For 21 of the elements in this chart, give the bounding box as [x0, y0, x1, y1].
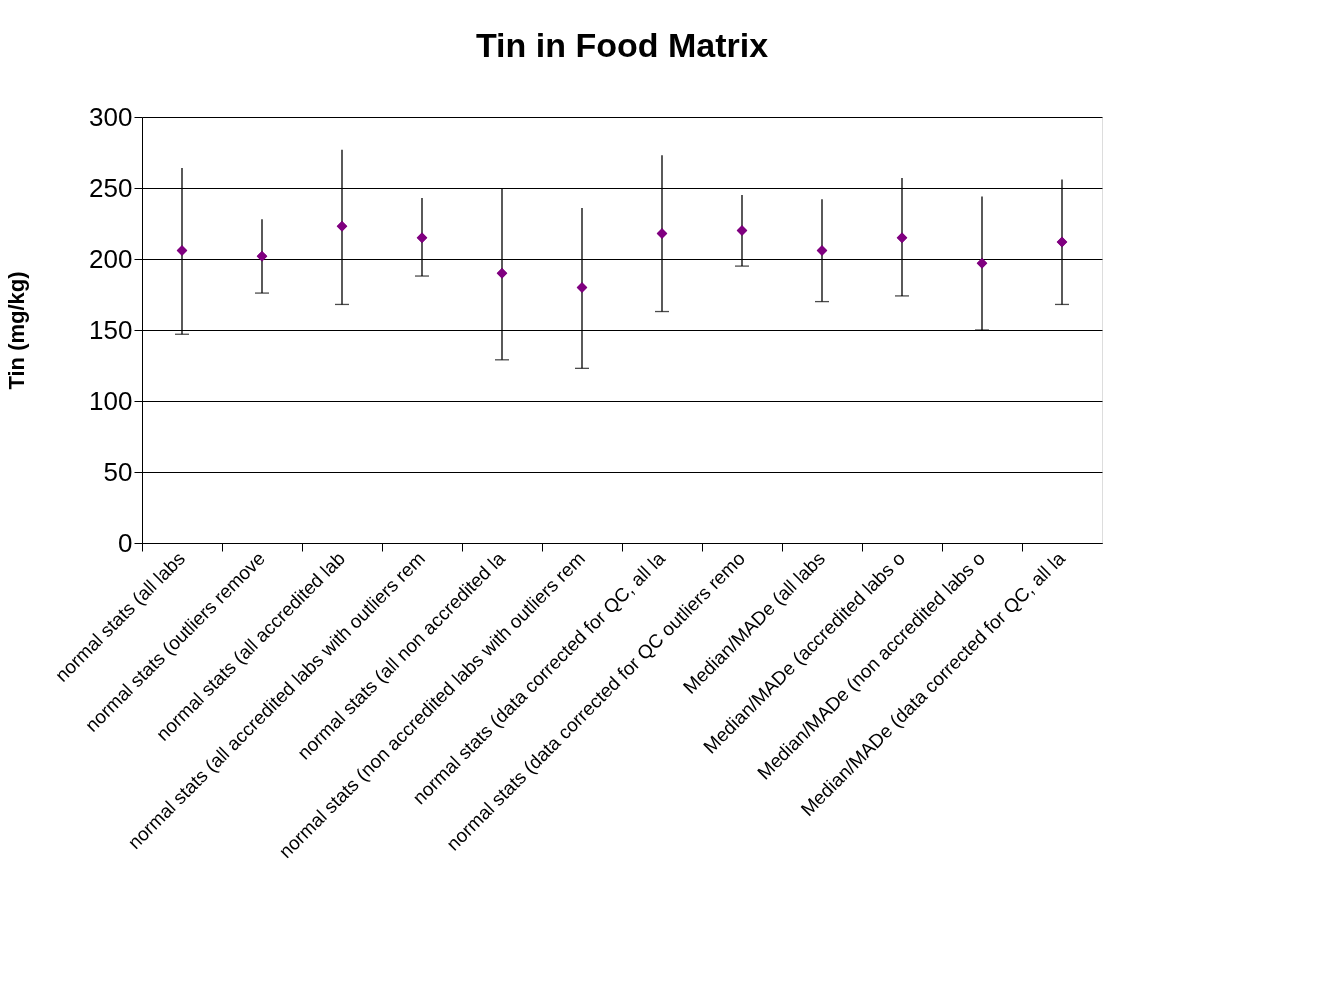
y-tick-label: 250: [89, 172, 133, 203]
point: [1056, 236, 1068, 248]
y-tick-label: 0: [118, 527, 133, 558]
point: [736, 225, 748, 236]
point: [656, 228, 668, 239]
point: [256, 250, 268, 262]
point: [416, 232, 428, 243]
point: [576, 282, 588, 293]
point: [816, 245, 828, 256]
chart-title: Tin in Food Matrix: [475, 26, 769, 64]
y-axis-title: Tin (mg/kg): [4, 271, 30, 390]
y-tick-label: 100: [89, 385, 133, 416]
point: [896, 232, 908, 243]
y-tick-label: 50: [103, 456, 133, 487]
y-tick-label: 200: [89, 243, 133, 274]
point: [976, 258, 988, 269]
point: [176, 245, 188, 256]
y-tick-label: 300: [89, 101, 133, 132]
y-tick-label: 150: [89, 314, 133, 345]
point: [336, 221, 348, 232]
point: [496, 267, 508, 279]
